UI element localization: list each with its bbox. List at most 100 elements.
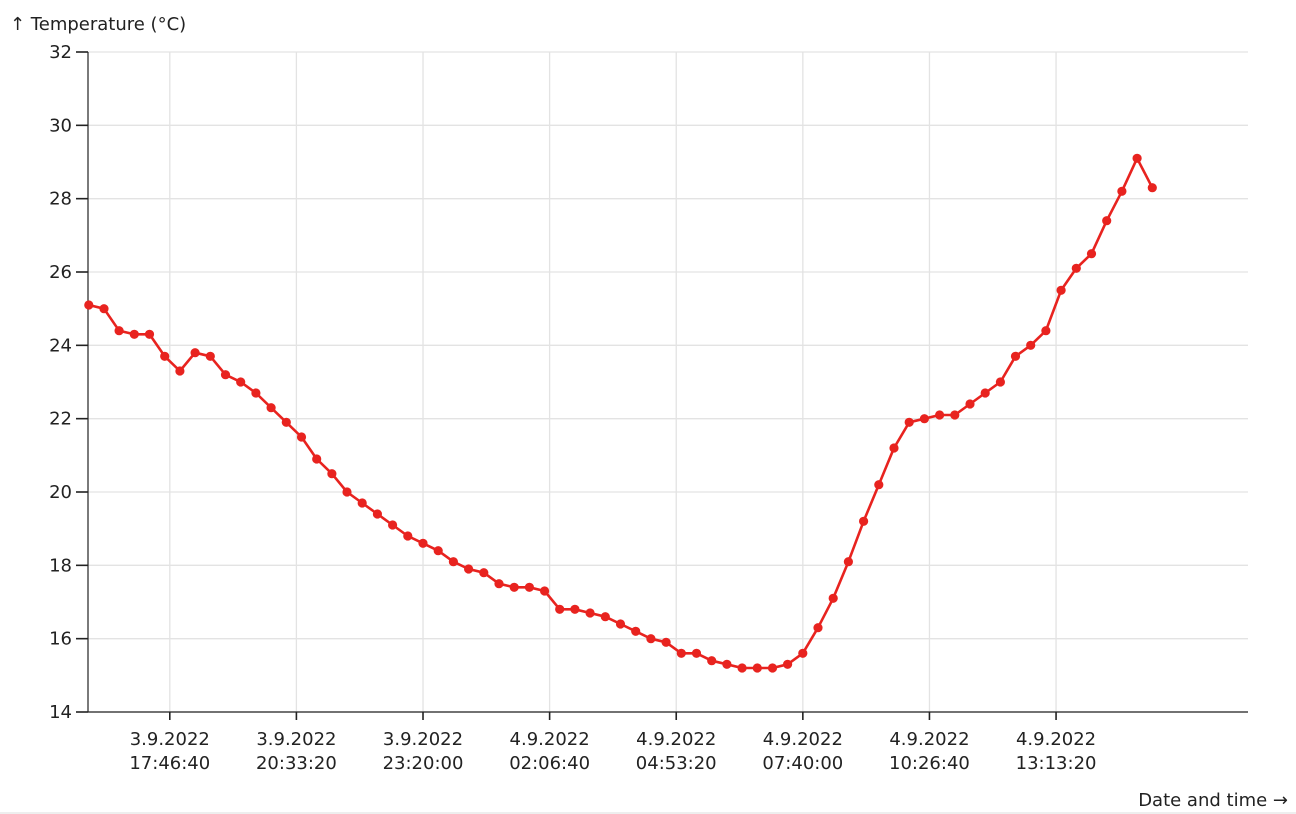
x-tick-label-time: 23:20:00 xyxy=(383,753,464,774)
data-point xyxy=(707,656,717,666)
data-point xyxy=(661,637,671,647)
data-point xyxy=(889,443,899,453)
y-ticks: 14 16 18 20 22 24 26 28 30 32 xyxy=(49,42,88,723)
x-tick-label-date: 4.9.2022 xyxy=(510,729,590,750)
data-point xyxy=(737,663,747,673)
data-point xyxy=(828,593,838,603)
data-point xyxy=(752,663,762,673)
y-tick-label: 16 xyxy=(49,629,72,650)
y-tick-label: 24 xyxy=(49,335,72,356)
data-point xyxy=(327,469,337,479)
x-tick-label-date: 4.9.2022 xyxy=(1016,729,1096,750)
x-tick-label-time: 17:46:40 xyxy=(129,753,210,774)
data-point xyxy=(904,417,914,427)
data-point xyxy=(1117,186,1127,196)
data-point xyxy=(266,403,276,413)
data-point xyxy=(205,351,215,361)
data-point xyxy=(464,564,474,574)
data-point xyxy=(874,480,884,490)
data-point xyxy=(281,417,291,427)
data-point xyxy=(950,410,960,420)
data-point xyxy=(312,454,322,464)
data-point xyxy=(1056,285,1066,295)
data-point xyxy=(251,388,261,398)
y-tick-label: 26 xyxy=(49,262,72,283)
data-point xyxy=(555,604,565,614)
axes xyxy=(87,52,1248,713)
data-point xyxy=(129,329,139,339)
x-tick-label-time: 13:13:20 xyxy=(1016,753,1097,774)
data-point xyxy=(570,604,580,614)
x-ticks: 3.9.2022 17:46:40 3.9.2022 20:33:20 3.9.2022… xyxy=(129,712,1096,774)
data-point xyxy=(965,399,975,409)
data-point xyxy=(236,377,246,387)
y-tick-label: 14 xyxy=(49,702,72,723)
data-point xyxy=(843,557,854,567)
data-point xyxy=(691,648,702,658)
data-point xyxy=(160,351,170,361)
x-tick-label-time: 02:06:40 xyxy=(509,753,590,774)
y-axis-title: ↑ Temperature (°C) xyxy=(10,14,186,35)
data-point xyxy=(615,619,626,629)
data-point xyxy=(995,377,1006,387)
data-point xyxy=(600,612,610,622)
data-point xyxy=(403,531,413,541)
data-point xyxy=(175,366,185,376)
x-tick-label-time: 04:53:20 xyxy=(636,753,717,774)
data-point xyxy=(646,634,656,644)
data-point xyxy=(448,557,458,567)
data-point xyxy=(1026,340,1036,350)
series-line xyxy=(88,157,1154,670)
data-point xyxy=(433,546,443,556)
y-tick-label: 20 xyxy=(49,482,72,503)
data-point xyxy=(479,568,489,578)
data-point xyxy=(813,623,823,633)
data-point xyxy=(1041,326,1051,336)
data-point xyxy=(722,659,732,669)
data-point xyxy=(220,370,231,380)
y-tick-label: 18 xyxy=(49,555,72,576)
x-axis-title: Date and time → xyxy=(1138,790,1288,811)
data-point xyxy=(342,487,352,497)
data-point xyxy=(859,516,869,526)
data-point xyxy=(1147,183,1157,193)
data-point xyxy=(980,388,990,398)
data-point xyxy=(1086,249,1097,259)
data-point xyxy=(585,608,595,618)
data-point xyxy=(1071,263,1081,273)
data-point xyxy=(540,586,550,596)
x-tick-label-time: 10:26:40 xyxy=(889,753,970,774)
grid xyxy=(88,51,1248,713)
data-point xyxy=(935,410,945,420)
data-point xyxy=(357,498,367,508)
data-point xyxy=(631,626,641,636)
data-point xyxy=(190,348,200,358)
data-point xyxy=(767,663,778,673)
data-point xyxy=(296,432,307,442)
series xyxy=(84,153,1157,673)
data-point xyxy=(372,509,382,519)
x-tick-label-date: 3.9.2022 xyxy=(256,729,336,750)
data-point xyxy=(144,329,155,339)
data-point xyxy=(99,304,109,314)
data-point xyxy=(919,414,930,424)
y-tick-label: 28 xyxy=(49,189,72,210)
x-tick-label-time: 20:33:20 xyxy=(256,753,337,774)
data-point xyxy=(524,582,535,592)
data-point xyxy=(1132,153,1142,163)
data-point xyxy=(783,659,793,669)
data-point xyxy=(676,648,686,658)
x-tick-label-time: 07:40:00 xyxy=(762,753,843,774)
data-point xyxy=(494,579,504,589)
data-point xyxy=(84,300,94,310)
x-tick-label-date: 4.9.2022 xyxy=(763,729,843,750)
y-tick-label: 32 xyxy=(49,42,72,63)
y-tick-label: 22 xyxy=(49,409,72,430)
data-point xyxy=(418,538,428,548)
data-point xyxy=(1102,216,1112,226)
x-tick-label-date: 4.9.2022 xyxy=(889,729,969,750)
data-point xyxy=(388,520,398,530)
y-tick-label: 30 xyxy=(49,115,72,136)
data-point xyxy=(509,582,519,592)
